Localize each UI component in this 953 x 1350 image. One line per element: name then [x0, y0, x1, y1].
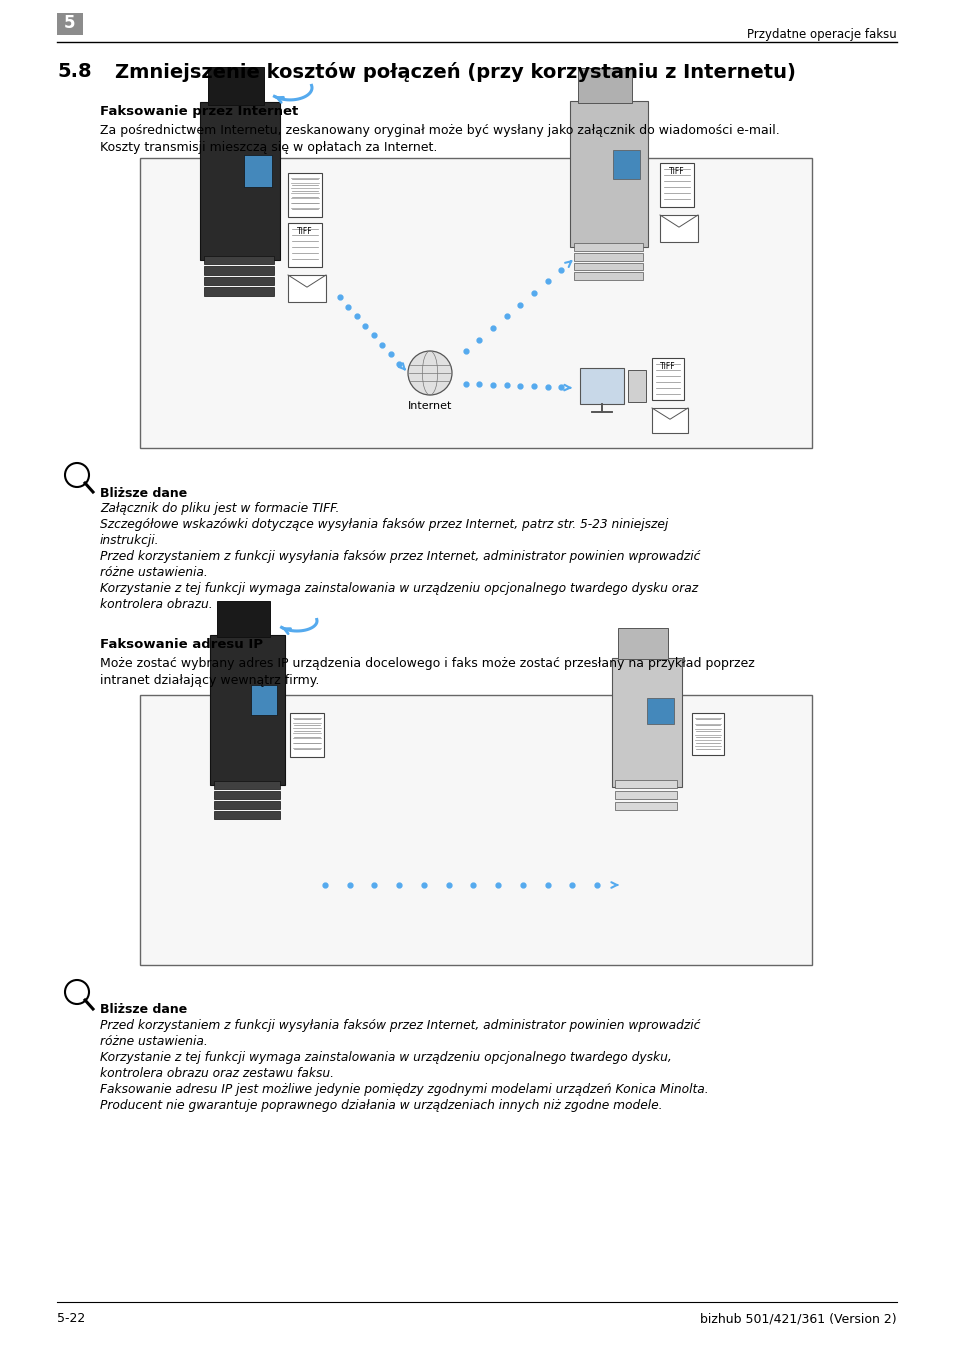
Text: Producent nie gwarantuje poprawnego działania w urządzeniach innych niż zgodne m: Producent nie gwarantuje poprawnego dzia… [100, 1099, 661, 1112]
Text: TIFF: TIFF [659, 362, 675, 371]
FancyBboxPatch shape [213, 782, 279, 788]
FancyBboxPatch shape [627, 370, 645, 402]
Circle shape [408, 351, 452, 396]
FancyBboxPatch shape [612, 657, 681, 787]
FancyBboxPatch shape [574, 252, 642, 261]
FancyBboxPatch shape [574, 243, 642, 251]
Text: intranet działający wewnątrz firmy.: intranet działający wewnątrz firmy. [100, 674, 319, 687]
FancyBboxPatch shape [57, 14, 83, 35]
FancyBboxPatch shape [574, 273, 642, 281]
FancyBboxPatch shape [244, 155, 272, 186]
FancyBboxPatch shape [213, 811, 279, 819]
FancyBboxPatch shape [574, 263, 642, 270]
Text: Bliższe dane: Bliższe dane [100, 1003, 187, 1017]
Text: 5-22: 5-22 [57, 1312, 85, 1324]
Text: 5: 5 [64, 14, 75, 32]
Text: Korzystanie z tej funkcji wymaga zainstalowania w urządzeniu opcjonalnego twarde: Korzystanie z tej funkcji wymaga zainsta… [100, 1052, 671, 1064]
FancyBboxPatch shape [691, 713, 723, 755]
Text: bizhub 501/421/361 (Version 2): bizhub 501/421/361 (Version 2) [700, 1312, 896, 1324]
Text: TIFF: TIFF [297, 227, 313, 236]
Text: Faksowanie adresu IP jest możliwe jedynie pomiędzy zgodnymi modelami urządzeń Ko: Faksowanie adresu IP jest możliwe jedyni… [100, 1083, 708, 1096]
Text: Może zostać wybrany adres IP urządzenia docelowego i faks może zostać przesłany : Może zostać wybrany adres IP urządzenia … [100, 657, 754, 670]
FancyBboxPatch shape [288, 275, 326, 302]
Text: kontrolera obrazu oraz zestawu faksu.: kontrolera obrazu oraz zestawu faksu. [100, 1066, 334, 1080]
FancyBboxPatch shape [659, 163, 693, 207]
Text: 5.8: 5.8 [57, 62, 91, 81]
Text: różne ustawienia.: różne ustawienia. [100, 1035, 208, 1048]
FancyBboxPatch shape [251, 684, 277, 716]
FancyBboxPatch shape [213, 791, 279, 799]
FancyBboxPatch shape [200, 103, 280, 261]
Text: Faksowanie przez Internet: Faksowanie przez Internet [100, 105, 298, 117]
FancyBboxPatch shape [579, 369, 623, 404]
FancyBboxPatch shape [290, 713, 324, 757]
Text: instrukcji.: instrukcji. [100, 535, 159, 547]
Text: Korzystanie z tej funkcji wymaga zainstalowania w urządzeniu opcjonalnego twarde: Korzystanie z tej funkcji wymaga zainsta… [100, 582, 698, 595]
FancyBboxPatch shape [217, 601, 270, 637]
FancyBboxPatch shape [615, 791, 677, 799]
FancyBboxPatch shape [617, 628, 667, 659]
Text: Szczegółowe wskazówki dotyczące wysyłania faksów przez Internet, patrz str. 5-23: Szczegółowe wskazówki dotyczące wysyłani… [100, 518, 667, 531]
FancyBboxPatch shape [578, 68, 632, 103]
FancyBboxPatch shape [204, 277, 274, 285]
Text: Za pośrednictwem Internetu, zeskanowany oryginał może być wysłany jako załącznik: Za pośrednictwem Internetu, zeskanowany … [100, 124, 779, 136]
Text: Przed korzystaniem z funkcji wysyłania faksów przez Internet, administrator powi: Przed korzystaniem z funkcji wysyłania f… [100, 549, 700, 563]
Text: Przed korzystaniem z funkcji wysyłania faksów przez Internet, administrator powi: Przed korzystaniem z funkcji wysyłania f… [100, 1019, 700, 1031]
FancyBboxPatch shape [569, 101, 647, 247]
Text: Załącznik do pliku jest w formacie TIFF.: Załącznik do pliku jest w formacie TIFF. [100, 502, 339, 514]
Text: Internet: Internet [407, 401, 452, 410]
Text: Bliższe dane: Bliższe dane [100, 487, 187, 500]
Text: Koszty transmisji mieszczą się w opłatach za Internet.: Koszty transmisji mieszczą się w opłatac… [100, 140, 436, 154]
FancyBboxPatch shape [140, 158, 811, 448]
FancyBboxPatch shape [651, 408, 687, 433]
Text: Faksowanie adresu IP: Faksowanie adresu IP [100, 639, 263, 651]
Text: różne ustawienia.: różne ustawienia. [100, 566, 208, 579]
Text: Przydatne operacje faksu: Przydatne operacje faksu [746, 28, 896, 40]
Text: TIFF: TIFF [668, 167, 684, 176]
Text: Zmniejszenie kosztów połączeń (przy korzystaniu z Internetu): Zmniejszenie kosztów połączeń (przy korz… [115, 62, 795, 82]
FancyBboxPatch shape [204, 255, 274, 265]
FancyBboxPatch shape [615, 779, 677, 788]
FancyBboxPatch shape [204, 266, 274, 274]
FancyBboxPatch shape [615, 802, 677, 810]
Text: kontrolera obrazu.: kontrolera obrazu. [100, 598, 213, 612]
FancyBboxPatch shape [213, 801, 279, 809]
FancyBboxPatch shape [646, 698, 673, 724]
FancyBboxPatch shape [651, 358, 683, 400]
FancyBboxPatch shape [288, 223, 322, 267]
FancyBboxPatch shape [140, 695, 811, 965]
FancyBboxPatch shape [208, 66, 264, 104]
FancyBboxPatch shape [210, 634, 285, 784]
FancyBboxPatch shape [288, 173, 322, 217]
FancyBboxPatch shape [659, 215, 698, 242]
FancyBboxPatch shape [612, 150, 639, 178]
FancyBboxPatch shape [204, 288, 274, 296]
